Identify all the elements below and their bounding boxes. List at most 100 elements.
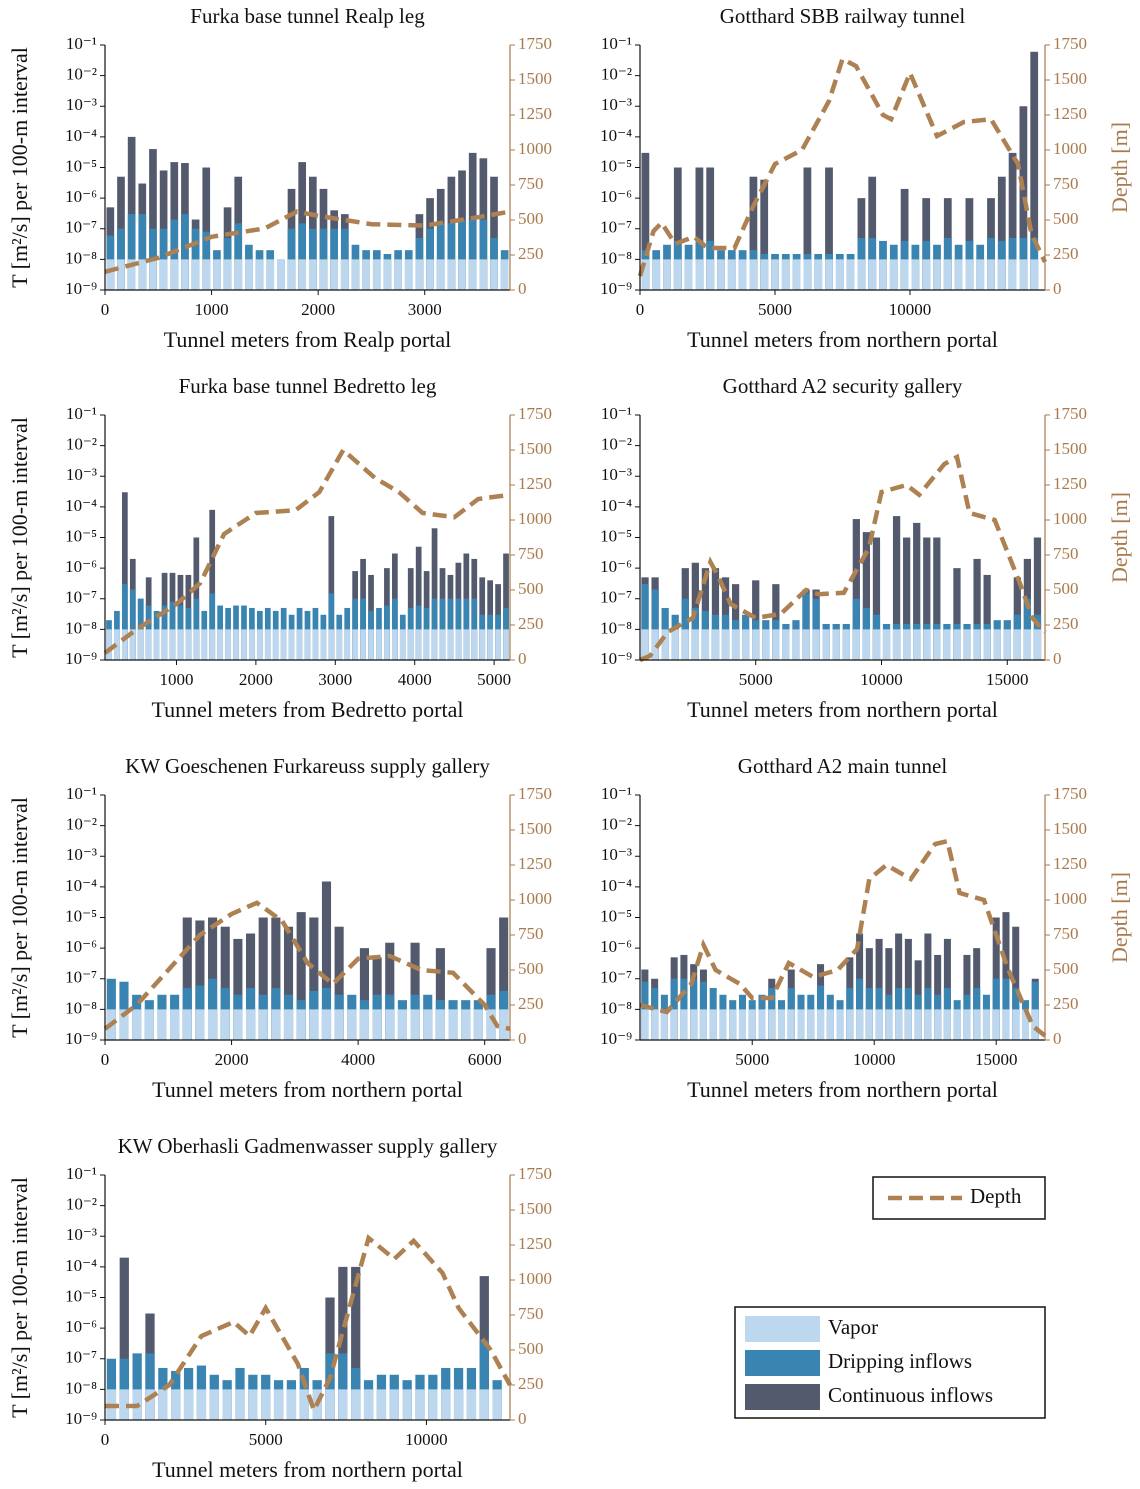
x-axis-label: Tunnel meters from northern portal: [687, 327, 998, 352]
bar: [963, 629, 971, 660]
bar: [385, 1009, 395, 1040]
y-tick-label: 10⁻⁶: [65, 937, 97, 956]
legend-label: Continuous inflows: [828, 1383, 993, 1407]
bar: [338, 1353, 348, 1420]
y2-tick-label: 1750: [1053, 34, 1087, 53]
bar: [255, 259, 264, 290]
bar: [138, 259, 147, 290]
bar: [298, 223, 307, 290]
y-tick-label: 10⁻⁶: [600, 937, 632, 956]
x-tick-label: 6000: [468, 1050, 502, 1069]
y-tick-label: 10⁻⁹: [600, 279, 632, 298]
bar: [661, 629, 669, 660]
bar: [973, 1009, 981, 1040]
y-tick-label: 10⁻¹: [601, 34, 632, 53]
bar: [792, 629, 800, 660]
legend-swatch: [745, 1350, 820, 1376]
bar: [641, 152, 650, 290]
bar: [992, 1009, 1000, 1040]
y2-tick-label: 1500: [1053, 69, 1087, 88]
bar: [193, 629, 200, 660]
bar: [953, 629, 961, 660]
bar: [330, 259, 338, 290]
bar: [455, 629, 462, 660]
x-axis-label: Tunnel meters from Realp portal: [164, 327, 452, 352]
bar: [309, 1009, 319, 1040]
y2-tick-label: 250: [1053, 994, 1079, 1013]
bar: [826, 1009, 834, 1040]
panel: KW Goeschenen Furkareuss supply gallery 1…: [7, 754, 552, 1102]
bar: [431, 629, 438, 660]
legend-label: Vapor: [828, 1315, 878, 1339]
y2-tick-label: 1250: [518, 1234, 552, 1253]
y2-tick-label: 1750: [518, 784, 552, 803]
y2-tick-label: 1250: [518, 104, 552, 123]
bar: [209, 593, 216, 660]
bar: [309, 917, 319, 1040]
bar: [149, 149, 157, 290]
bar: [321, 1009, 332, 1040]
bar: [490, 176, 498, 290]
y-tick-label: 10⁻¹: [66, 784, 97, 803]
y2-tick-label: 1500: [518, 819, 552, 838]
bar: [701, 629, 710, 660]
bar: [684, 259, 693, 290]
y-tick-label: 10⁻⁷: [600, 588, 632, 607]
y-tick-label: 10⁻⁸: [600, 618, 632, 637]
bar: [137, 629, 144, 660]
bar: [144, 1009, 154, 1040]
y-tick-label: 10⁻⁸: [65, 618, 97, 637]
bar: [453, 1389, 464, 1420]
bar: [121, 492, 128, 660]
y-axis-label: T [m²/s] per 100-m interval: [7, 47, 32, 288]
bar: [106, 629, 112, 660]
bar: [777, 1009, 786, 1040]
x-tick-label: 10000: [853, 1050, 896, 1069]
bar: [641, 259, 650, 290]
bar: [792, 259, 801, 290]
bar: [993, 629, 1001, 660]
bar: [803, 259, 812, 290]
bar: [812, 629, 820, 660]
y-tick-label: 10⁻⁸: [600, 248, 632, 267]
bar: [673, 259, 682, 290]
bar: [233, 629, 239, 660]
y2-tick-label: 1500: [1053, 819, 1087, 838]
bar: [641, 584, 649, 660]
bar: [771, 259, 779, 290]
x-tick-label: 15000: [986, 670, 1029, 689]
panel-title: Gotthard A2 main tunnel: [738, 754, 948, 778]
bar: [923, 537, 931, 660]
bar: [711, 568, 720, 660]
bar: [196, 1389, 207, 1420]
bar: [749, 176, 758, 290]
bar: [161, 629, 168, 660]
bar: [760, 179, 769, 290]
y-tick-label: 10⁻⁴: [600, 126, 632, 145]
bar: [127, 259, 136, 290]
bar: [363, 1389, 374, 1420]
y-tick-label: 10⁻⁶: [65, 187, 97, 206]
bar: [245, 1009, 256, 1040]
bar: [325, 1353, 335, 1420]
bar: [1033, 537, 1042, 660]
bar: [943, 629, 951, 660]
bar: [660, 1009, 668, 1040]
bar: [447, 259, 456, 290]
y2-tick-label: 1250: [518, 854, 552, 873]
bar: [447, 223, 456, 290]
y2-axis-label: Depth [m]: [1107, 122, 1132, 213]
legend-swatch: [745, 1316, 820, 1342]
bar: [385, 942, 395, 1040]
bar: [699, 1009, 707, 1040]
y2-tick-label: 1500: [518, 1199, 552, 1218]
bar: [862, 532, 871, 660]
bar: [1008, 152, 1017, 290]
y2-tick-label: 1000: [1053, 139, 1087, 158]
bar: [997, 176, 1006, 290]
bar: [468, 259, 477, 290]
panel: Furka base tunnel Realp leg 10⁻⁹ 10⁻⁸ 10⁻⁷ 1…: [7, 4, 552, 352]
bar: [479, 1389, 489, 1420]
bar: [266, 259, 275, 290]
